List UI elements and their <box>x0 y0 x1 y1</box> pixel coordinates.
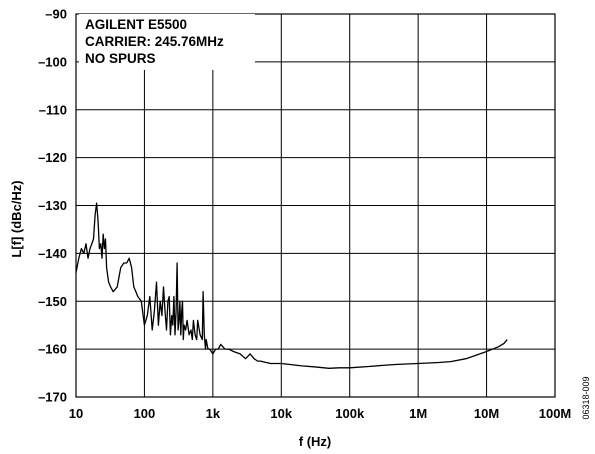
y-tick-label-3: –120 <box>38 150 67 165</box>
x-tick-label-7: 100M <box>539 406 572 421</box>
x-tick-label-6: 10M <box>474 406 499 421</box>
gridlines <box>75 13 556 398</box>
x-axis-title: f (Hz) <box>299 434 332 449</box>
x-tick-label-5: 1M <box>409 406 427 421</box>
annotation-instrument: AGILENT E5500 <box>85 17 187 32</box>
y-tick-labels: –90 –100 –110 –120 –130 –140 –150 –160 –170 <box>38 7 67 405</box>
x-tick-label-2: 1k <box>206 406 221 421</box>
y-tick-label-0: –90 <box>45 7 67 22</box>
y-axis-title: L[f] (dBc/Hz) <box>9 180 24 257</box>
y-tick-label-4: –130 <box>38 198 67 213</box>
plot-border <box>75 13 556 398</box>
y-tick-label-6: –150 <box>38 294 67 309</box>
series-line-0 <box>75 202 508 369</box>
x-tick-label-0: 10 <box>69 406 83 421</box>
y-tick-label-1: –100 <box>38 54 67 69</box>
y-tick-label-8: –170 <box>38 390 67 405</box>
x-tick-label-4: 100k <box>335 406 365 421</box>
y-tick-label-7: –160 <box>38 342 67 357</box>
plot-frame <box>75 13 556 398</box>
y-tick-label-5: –140 <box>38 246 67 261</box>
annotation-spurs: NO SPURS <box>85 51 156 66</box>
y-tick-label-2: –110 <box>39 102 67 117</box>
x-tick-label-1: 100 <box>134 406 156 421</box>
series-layer <box>75 202 508 369</box>
x-tick-labels: 10 100 1k 10k 100k 1M 10M 100M <box>69 406 572 421</box>
x-tick-label-3: 10k <box>270 406 292 421</box>
figure-id: 06318-009 <box>581 376 591 419</box>
legend-box <box>79 14 255 70</box>
annotation-carrier: CARRIER: 245.76MHz <box>85 34 224 49</box>
